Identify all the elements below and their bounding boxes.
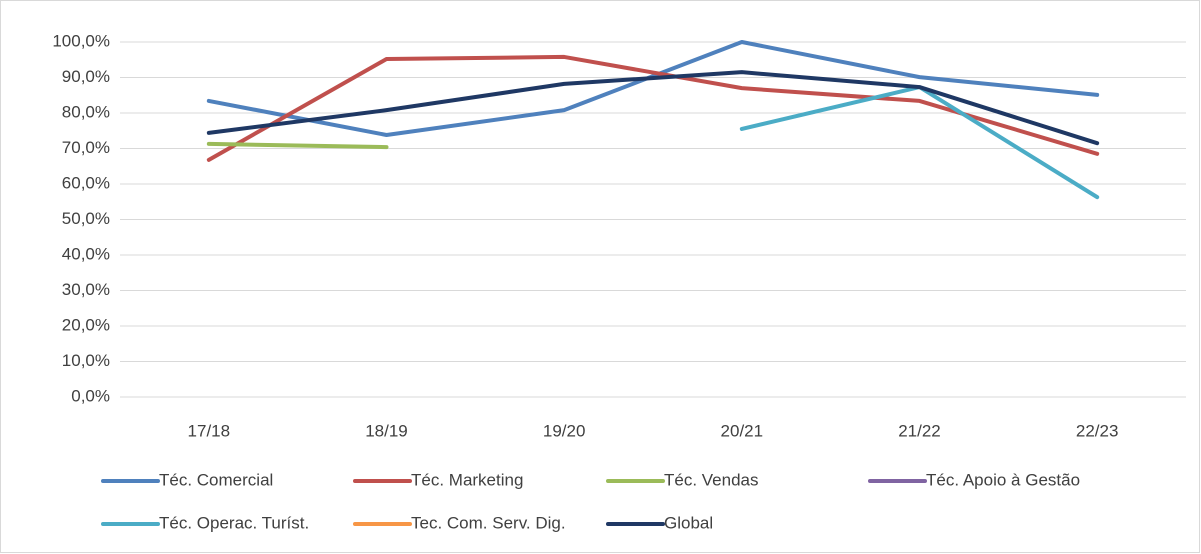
series-line: [206, 141, 389, 150]
legend-label: Global: [664, 513, 713, 532]
legend-label: Téc. Apoio à Gestão: [926, 470, 1080, 489]
x-tick-label: 19/20: [543, 421, 586, 440]
y-tick-label: 40,0%: [62, 244, 110, 263]
series-line: [206, 70, 1100, 146]
y-tick-label: 10,0%: [62, 351, 110, 370]
y-tick-label: 0,0%: [71, 386, 110, 405]
legend-label: Téc. Operac. Turíst.: [159, 513, 309, 532]
y-tick-label: 20,0%: [62, 315, 110, 334]
series-line: [206, 54, 1100, 162]
legend-label: Téc. Comercial: [159, 470, 273, 489]
y-tick-label: 90,0%: [62, 67, 110, 86]
y-tick-label: 70,0%: [62, 138, 110, 157]
legend-label: Tec. Com. Serv. Dig.: [411, 513, 566, 532]
x-tick-label: 21/22: [898, 421, 941, 440]
y-tick-label: 50,0%: [62, 209, 110, 228]
x-tick-label: 18/19: [365, 421, 408, 440]
y-tick-label: 100,0%: [52, 31, 110, 50]
y-tick-label: 60,0%: [62, 173, 110, 192]
y-tick-label: 80,0%: [62, 102, 110, 121]
legend-label: Téc. Vendas: [664, 470, 759, 489]
x-tick-label: 22/23: [1076, 421, 1119, 440]
x-tick-label: 20/21: [721, 421, 764, 440]
y-tick-label: 30,0%: [62, 280, 110, 299]
x-tick-label: 17/18: [188, 421, 231, 440]
legend-label: Téc. Marketing: [411, 470, 523, 489]
